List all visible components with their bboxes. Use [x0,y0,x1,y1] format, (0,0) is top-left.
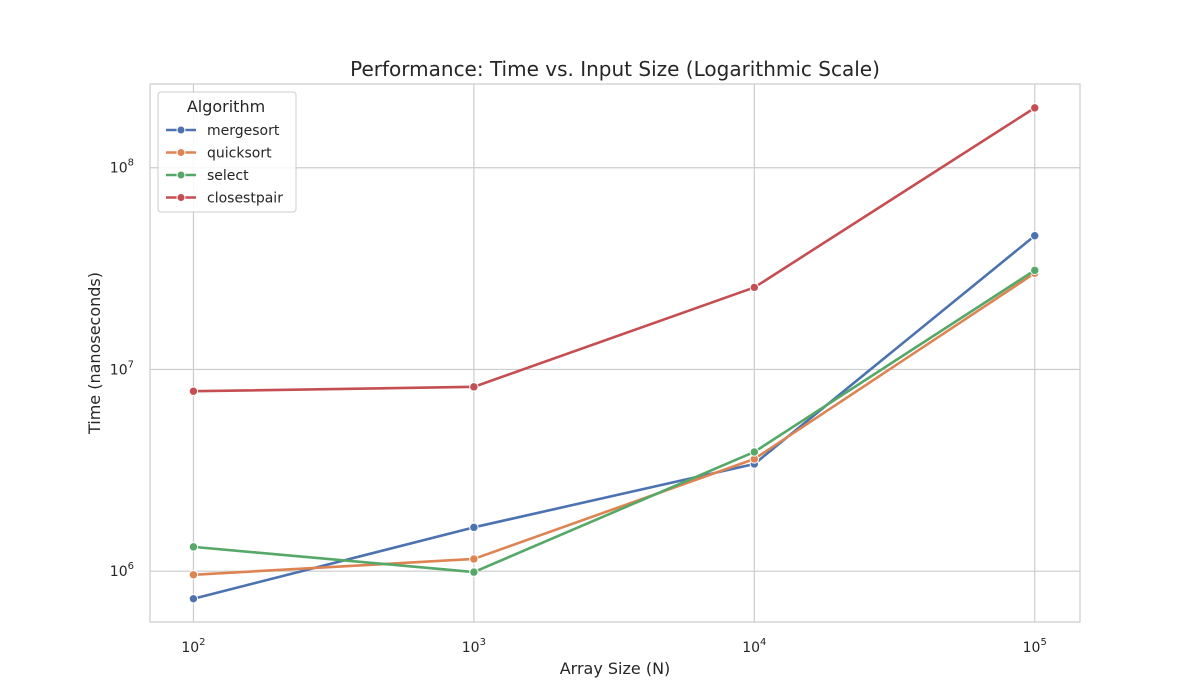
legend-box [157,91,297,213]
data-point-closestpair [188,386,199,396]
data-point-closestpair [469,382,479,392]
y-tick-exponent: 7 [128,359,134,370]
x-axis-label: Array Size (N) [560,659,671,678]
legend-title: Algorithm [187,97,265,116]
legend-label: quicksort [207,146,272,162]
series-closestpair [188,103,1040,396]
x-tick-base: 10 [462,640,480,656]
legend-label: mergesort [207,123,280,139]
y-tick-base: 10 [110,161,128,177]
legend-label: closestpair [207,191,283,207]
x-tick-label: 104 [742,637,766,656]
series-layer [188,103,1040,604]
y-tick-exponent: 6 [128,561,134,572]
series-quicksort [188,268,1040,580]
x-tick-base: 10 [181,640,199,656]
series-line-quicksort [193,272,1036,577]
data-point-mergesort [469,522,479,533]
x-tick-exponent: 4 [760,637,766,648]
chart-title: Performance: Time vs. Input Size (Logari… [350,57,880,81]
x-tick-exponent: 5 [1040,637,1046,648]
data-point-select [469,567,479,577]
x-axis-ticks: 102 103 104 105 [181,637,1047,656]
x-tick-label: 102 [181,637,205,656]
data-point-select [1030,265,1040,276]
y-tick-label: 106 [110,561,134,580]
data-point-quicksort [188,570,199,580]
data-point-mergesort [1030,231,1040,241]
x-tick-exponent: 3 [480,637,486,648]
x-tick-exponent: 2 [199,637,205,648]
series-line-closestpair [193,106,1036,393]
series-select [188,265,1040,577]
legend-swatch-marker [176,170,186,180]
x-tick-label: 103 [462,637,486,656]
series-line-select [193,269,1036,574]
data-point-closestpair [749,282,760,293]
y-axis-label: Time (nanoseconds) [85,272,104,435]
legend: Algorithm mergesort quicksort select closes… [157,91,297,213]
legend-items: mergesort quicksort select closestpair [166,123,283,207]
x-tick-base: 10 [742,640,760,656]
data-point-select [188,542,199,552]
legend-item-quicksort: quicksort [166,146,272,162]
data-point-select [749,447,760,457]
legend-swatch-marker [176,125,186,135]
y-tick-base: 10 [110,564,128,580]
legend-item-mergesort: mergesort [166,123,280,139]
y-tick-label: 107 [110,359,134,378]
legend-swatch-marker [176,193,186,202]
y-tick-exponent: 8 [128,158,134,169]
legend-swatch-marker [176,148,186,157]
x-tick-label: 105 [1023,637,1047,656]
legend-item-closestpair: closestpair [166,191,283,207]
legend-item-select: select [166,168,249,184]
y-tick-base: 10 [110,362,128,378]
x-tick-base: 10 [1023,640,1041,656]
series-mergesort [188,231,1040,604]
plot-area-frame [149,83,1081,623]
data-point-mergesort [188,594,199,604]
series-line-mergesort [193,234,1036,601]
data-point-closestpair [1030,103,1040,113]
legend-label: select [207,168,249,184]
data-point-quicksort [469,554,479,564]
y-tick-label: 108 [110,158,134,177]
